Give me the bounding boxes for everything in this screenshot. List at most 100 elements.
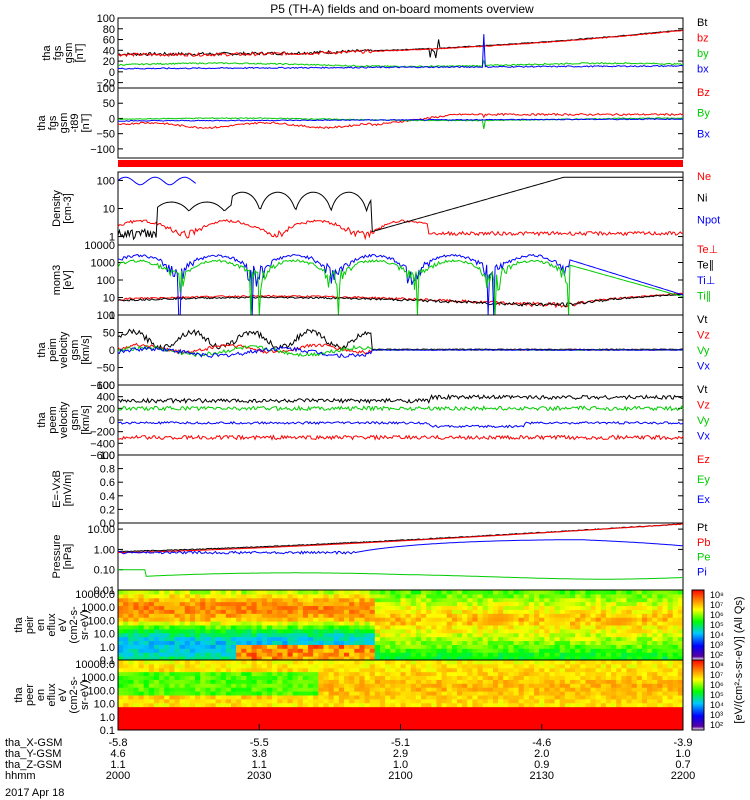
spectrogram-cell bbox=[564, 718, 571, 723]
spectrogram-cell bbox=[446, 640, 453, 645]
spectrogram-cell bbox=[575, 632, 581, 638]
spectrogram-cell bbox=[205, 632, 211, 638]
spectrogram-cell bbox=[333, 667, 340, 673]
spectrogram-cell bbox=[554, 640, 561, 645]
spectrogram-cell bbox=[564, 609, 571, 614]
spectrogram-cell bbox=[554, 667, 561, 673]
spectrogram-cell bbox=[251, 702, 258, 708]
spectrogram-cell bbox=[164, 695, 170, 700]
spectrogram-cell bbox=[600, 695, 607, 700]
spectrogram-cell bbox=[585, 656, 592, 661]
spectrogram-cell bbox=[503, 675, 509, 680]
spectrogram-cell bbox=[667, 632, 674, 638]
spectrogram-cell bbox=[554, 714, 561, 719]
spectrogram-cell bbox=[205, 628, 211, 634]
spectrogram-cell bbox=[323, 652, 330, 657]
spectrogram-cell bbox=[308, 601, 314, 607]
spectrogram-cell bbox=[123, 632, 129, 638]
spectrogram-cell bbox=[626, 628, 633, 634]
spectrogram-cell bbox=[133, 671, 140, 677]
spectrogram-cell bbox=[667, 679, 674, 684]
spectrogram-cell bbox=[251, 663, 258, 669]
spectrogram-cell bbox=[441, 636, 448, 642]
spectrogram-cell bbox=[159, 718, 165, 723]
spectrogram-cell bbox=[349, 679, 355, 684]
spectrogram-cell bbox=[446, 714, 453, 719]
spectrogram-cell bbox=[148, 667, 155, 673]
spectrogram-cell bbox=[210, 671, 217, 677]
spectrogram-cell bbox=[189, 726, 196, 731]
spectrogram-cell bbox=[179, 660, 186, 665]
spectrogram-cell bbox=[554, 605, 561, 610]
spectrogram-cell bbox=[441, 656, 448, 661]
spectrogram-cell bbox=[441, 675, 448, 680]
spectrogram-cell bbox=[487, 652, 494, 657]
spectrogram-cell bbox=[282, 718, 288, 723]
spectrogram-cell bbox=[570, 671, 576, 677]
spectrogram-cell bbox=[616, 667, 622, 673]
spectrogram-cell bbox=[426, 718, 432, 723]
spectrogram-cell bbox=[513, 679, 520, 684]
spectrogram-cell bbox=[559, 702, 566, 708]
spectrogram-cell bbox=[215, 605, 222, 610]
spectrogram-cell bbox=[292, 621, 299, 626]
spectrogram-cell bbox=[518, 605, 525, 610]
spectrogram-cell bbox=[611, 667, 617, 673]
spectrogram-cell bbox=[277, 628, 283, 634]
spectrogram-cell bbox=[631, 667, 638, 673]
spectrogram-cell bbox=[282, 702, 288, 708]
spectrogram-cell bbox=[385, 710, 391, 715]
spectrogram-cell bbox=[261, 722, 268, 727]
spectrogram-cell bbox=[282, 640, 288, 645]
spectrogram-cell bbox=[297, 691, 304, 696]
spectrogram-cell bbox=[554, 702, 561, 708]
spectrogram-cell bbox=[436, 714, 443, 719]
spectrogram-cell bbox=[220, 679, 227, 684]
spectrogram-cell bbox=[431, 644, 437, 649]
spectrogram-cell bbox=[549, 718, 556, 723]
spectrogram-cell bbox=[349, 698, 355, 704]
spectrogram-cell bbox=[575, 621, 581, 626]
spectrogram-cell bbox=[220, 601, 227, 607]
spectrogram-cell bbox=[528, 714, 535, 719]
spectrogram-cell bbox=[395, 706, 401, 712]
spectrogram-cell bbox=[559, 628, 566, 634]
series-line-Ni bbox=[117, 176, 683, 241]
spectrogram-cell bbox=[374, 710, 381, 715]
spectrogram-cell bbox=[225, 718, 232, 723]
spectrogram-cell bbox=[159, 605, 165, 610]
spectrogram-cell bbox=[164, 663, 170, 669]
spectrogram-cell bbox=[667, 648, 674, 653]
spectrogram-cell bbox=[457, 718, 463, 723]
spectrogram-cell bbox=[616, 625, 622, 630]
spectrogram-cell bbox=[123, 593, 129, 599]
spectrogram-cell bbox=[123, 671, 129, 677]
spectrogram-cell bbox=[590, 660, 597, 665]
spectrogram-cell bbox=[487, 695, 494, 700]
spectrogram-cell bbox=[503, 698, 509, 704]
y-tick-label: 0.10 bbox=[94, 565, 115, 577]
spectrogram-cell bbox=[374, 691, 381, 696]
spectrogram-cell bbox=[421, 695, 427, 700]
spectrogram-cell bbox=[313, 625, 319, 630]
spectrogram-cell bbox=[554, 597, 561, 603]
spectrogram-cell bbox=[467, 617, 473, 622]
spectrogram-cell bbox=[626, 687, 633, 692]
spectrogram-cell bbox=[498, 632, 504, 638]
spectrogram-cell bbox=[266, 710, 273, 715]
spectrogram-cell bbox=[338, 714, 345, 719]
spectrogram-cell bbox=[272, 698, 278, 704]
spectrogram-cell bbox=[539, 648, 545, 653]
spectrogram-cell bbox=[374, 671, 381, 677]
series-line-Te∥ bbox=[117, 293, 684, 308]
spectrogram-cell bbox=[667, 628, 674, 634]
spectrogram-cell bbox=[164, 679, 170, 684]
spectrogram-cell bbox=[400, 691, 407, 696]
spectrogram-cell bbox=[179, 683, 186, 688]
spectrogram-cell bbox=[585, 648, 592, 653]
spectrogram-cell bbox=[631, 628, 638, 634]
spectrogram-cell bbox=[390, 628, 396, 634]
spectrogram-cell bbox=[636, 706, 643, 712]
spectrogram-cell bbox=[677, 632, 684, 638]
